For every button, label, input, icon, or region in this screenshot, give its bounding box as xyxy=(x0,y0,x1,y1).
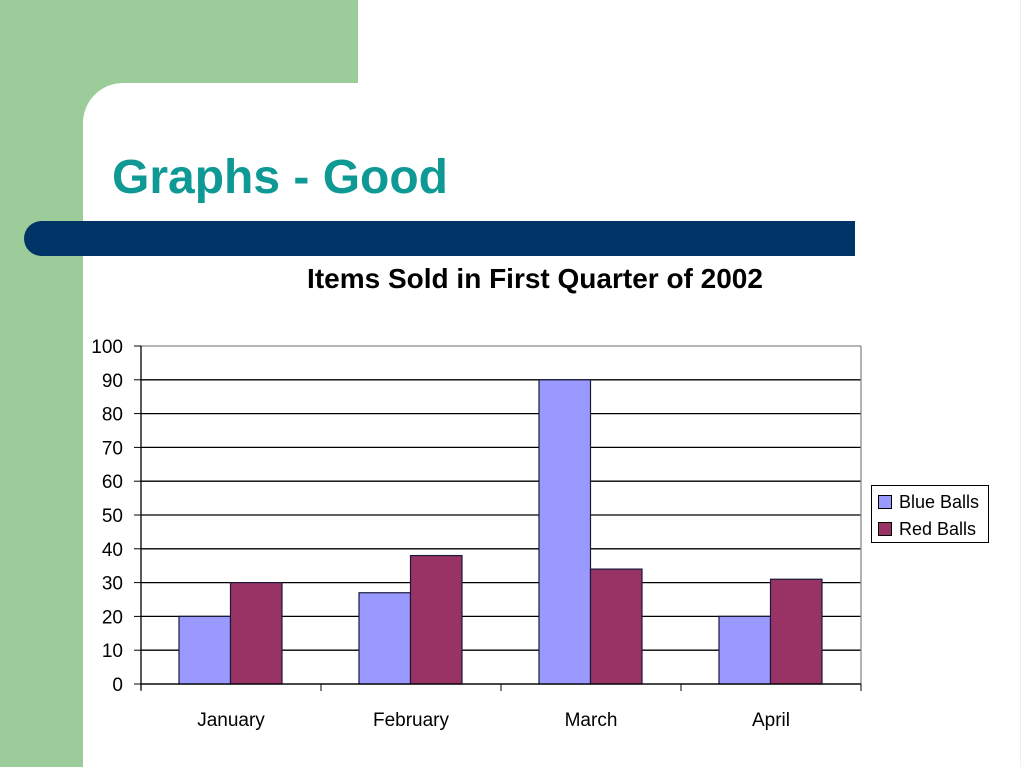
legend-label: Blue Balls xyxy=(899,491,980,512)
y-tick-label: 60 xyxy=(102,472,123,493)
x-tick-label: January xyxy=(197,710,265,731)
bar-blue-balls xyxy=(358,592,412,685)
bar-red-balls xyxy=(589,568,643,685)
legend-item-blue-balls: Blue Balls xyxy=(878,490,979,514)
title-underline-bar xyxy=(24,221,855,256)
bar-red-balls xyxy=(409,554,463,685)
bar-blue-balls xyxy=(178,615,232,685)
slide-title: Graphs - Good xyxy=(112,151,448,204)
chart-title: Items Sold in First Quarter of 2002 xyxy=(307,263,763,294)
y-tick-label: 50 xyxy=(102,506,123,527)
bar-red-balls xyxy=(229,581,283,685)
x-tick-label: February xyxy=(373,710,450,731)
bar-blue-balls xyxy=(538,379,592,685)
decor-green-left xyxy=(0,0,83,767)
decor-edge-line xyxy=(1020,0,1021,767)
y-tick-label: 90 xyxy=(102,371,123,392)
chart-legend: Blue Balls Red Balls xyxy=(871,485,989,543)
x-tick-label: March xyxy=(565,710,618,731)
y-tick-label: 40 xyxy=(102,540,123,561)
y-tick-label: 70 xyxy=(102,438,123,459)
x-tick-label: April xyxy=(752,710,790,731)
y-tick-label: 100 xyxy=(91,337,123,358)
bar-blue-balls xyxy=(718,615,772,685)
y-tick-label: 30 xyxy=(102,574,123,595)
y-tick-label: 80 xyxy=(102,405,123,426)
legend-item-red-balls: Red Balls xyxy=(878,517,976,541)
legend-swatch-red xyxy=(878,522,892,536)
bar-red-balls xyxy=(769,578,823,685)
legend-label: Red Balls xyxy=(899,518,977,539)
y-tick-label: 0 xyxy=(112,675,123,696)
legend-swatch-blue xyxy=(878,495,892,509)
y-tick-label: 10 xyxy=(102,641,123,662)
y-tick-label: 20 xyxy=(102,607,123,628)
